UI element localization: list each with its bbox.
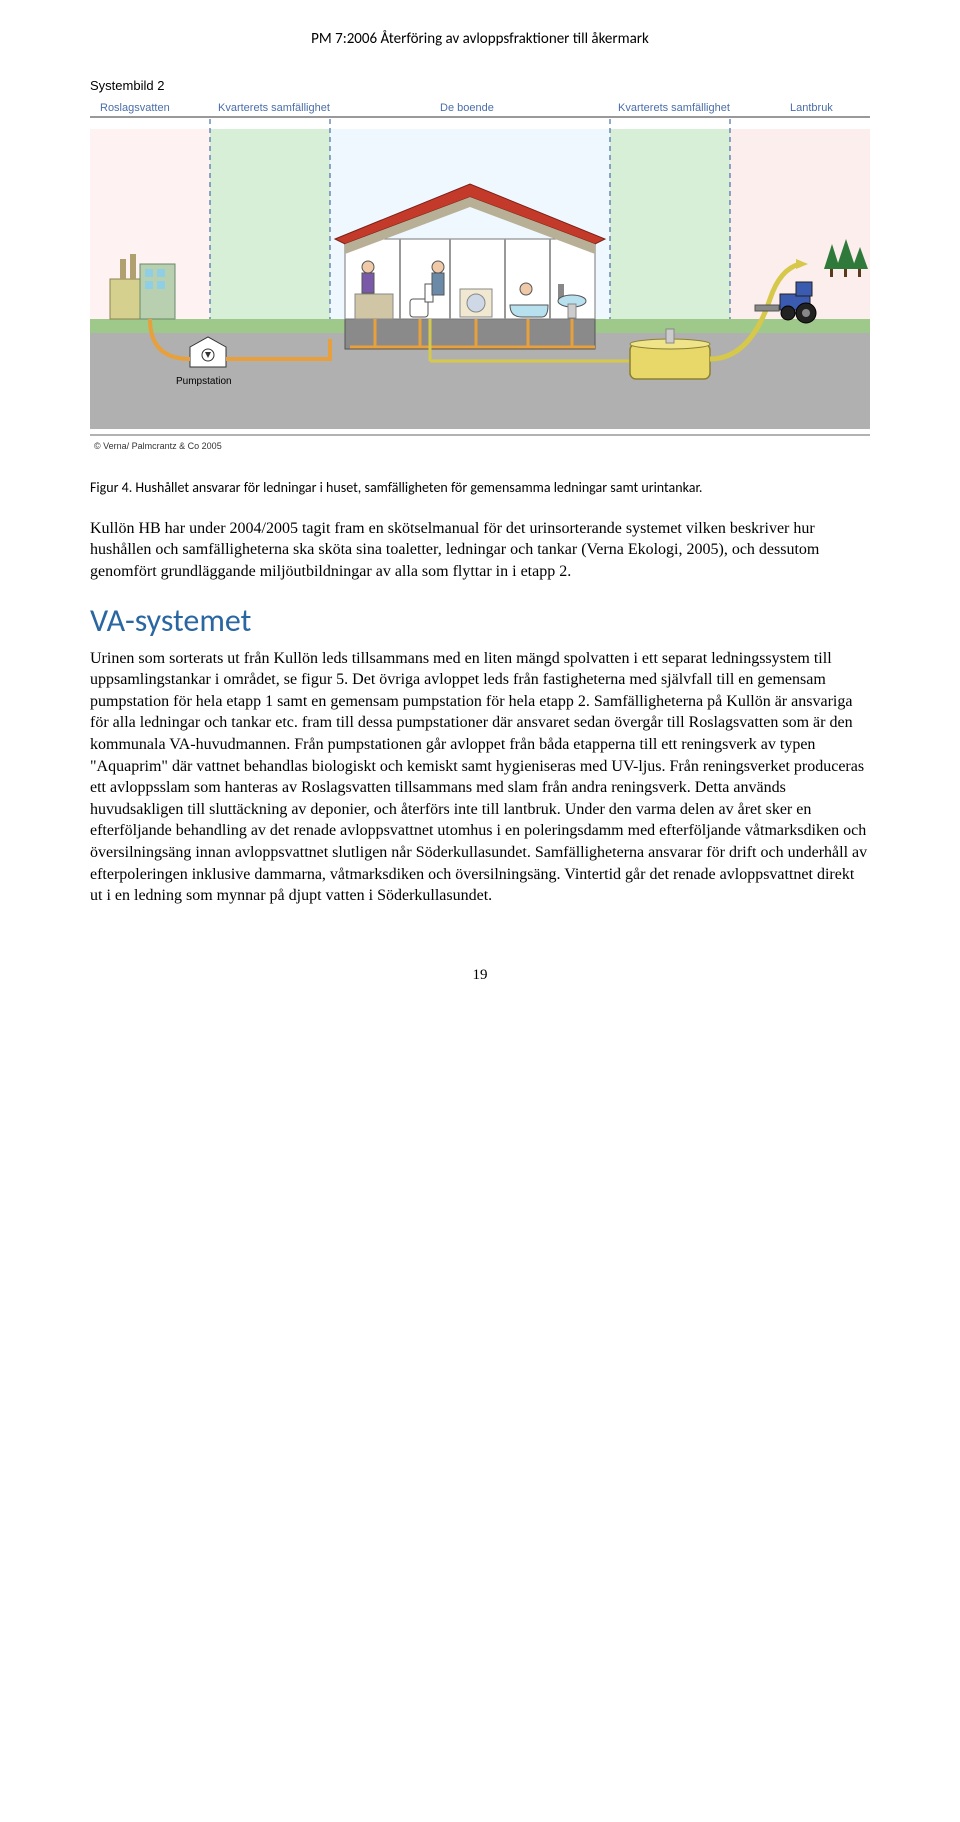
svg-text:Roslagsvatten: Roslagsvatten [100,102,170,114]
figure-caption: Figur 4. Hushållet ansvarar för ledninga… [90,479,870,498]
paragraph-1: Kullön HB har under 2004/2005 tagit fram… [90,518,870,583]
svg-text:Kvarterets samfällighet: Kvarterets samfällighet [618,102,730,114]
svg-text:Lantbruk: Lantbruk [790,102,833,114]
paragraph-2: Urinen som sorterats ut från Kullön leds… [90,648,870,907]
section-heading: VA-systemet [90,601,870,640]
page-header: PM 7:2006 Återföring av avloppsfraktione… [90,30,870,48]
page-number: 19 [90,967,870,984]
svg-text:De boende: De boende [440,102,494,114]
system-diagram: Systembild 2 Roslagsvatten Kvarterets sa… [90,78,870,459]
diagram-copyright: © Verna/ Palmcrantz & Co 2005 [94,441,222,451]
diagram-title: Systembild 2 [90,78,870,93]
diagram-svg: Roslagsvatten Kvarterets samfällighet De… [90,99,870,459]
svg-text:Pumpstation: Pumpstation [176,376,232,387]
svg-text:Kvarterets samfällighet: Kvarterets samfällighet [218,102,330,114]
